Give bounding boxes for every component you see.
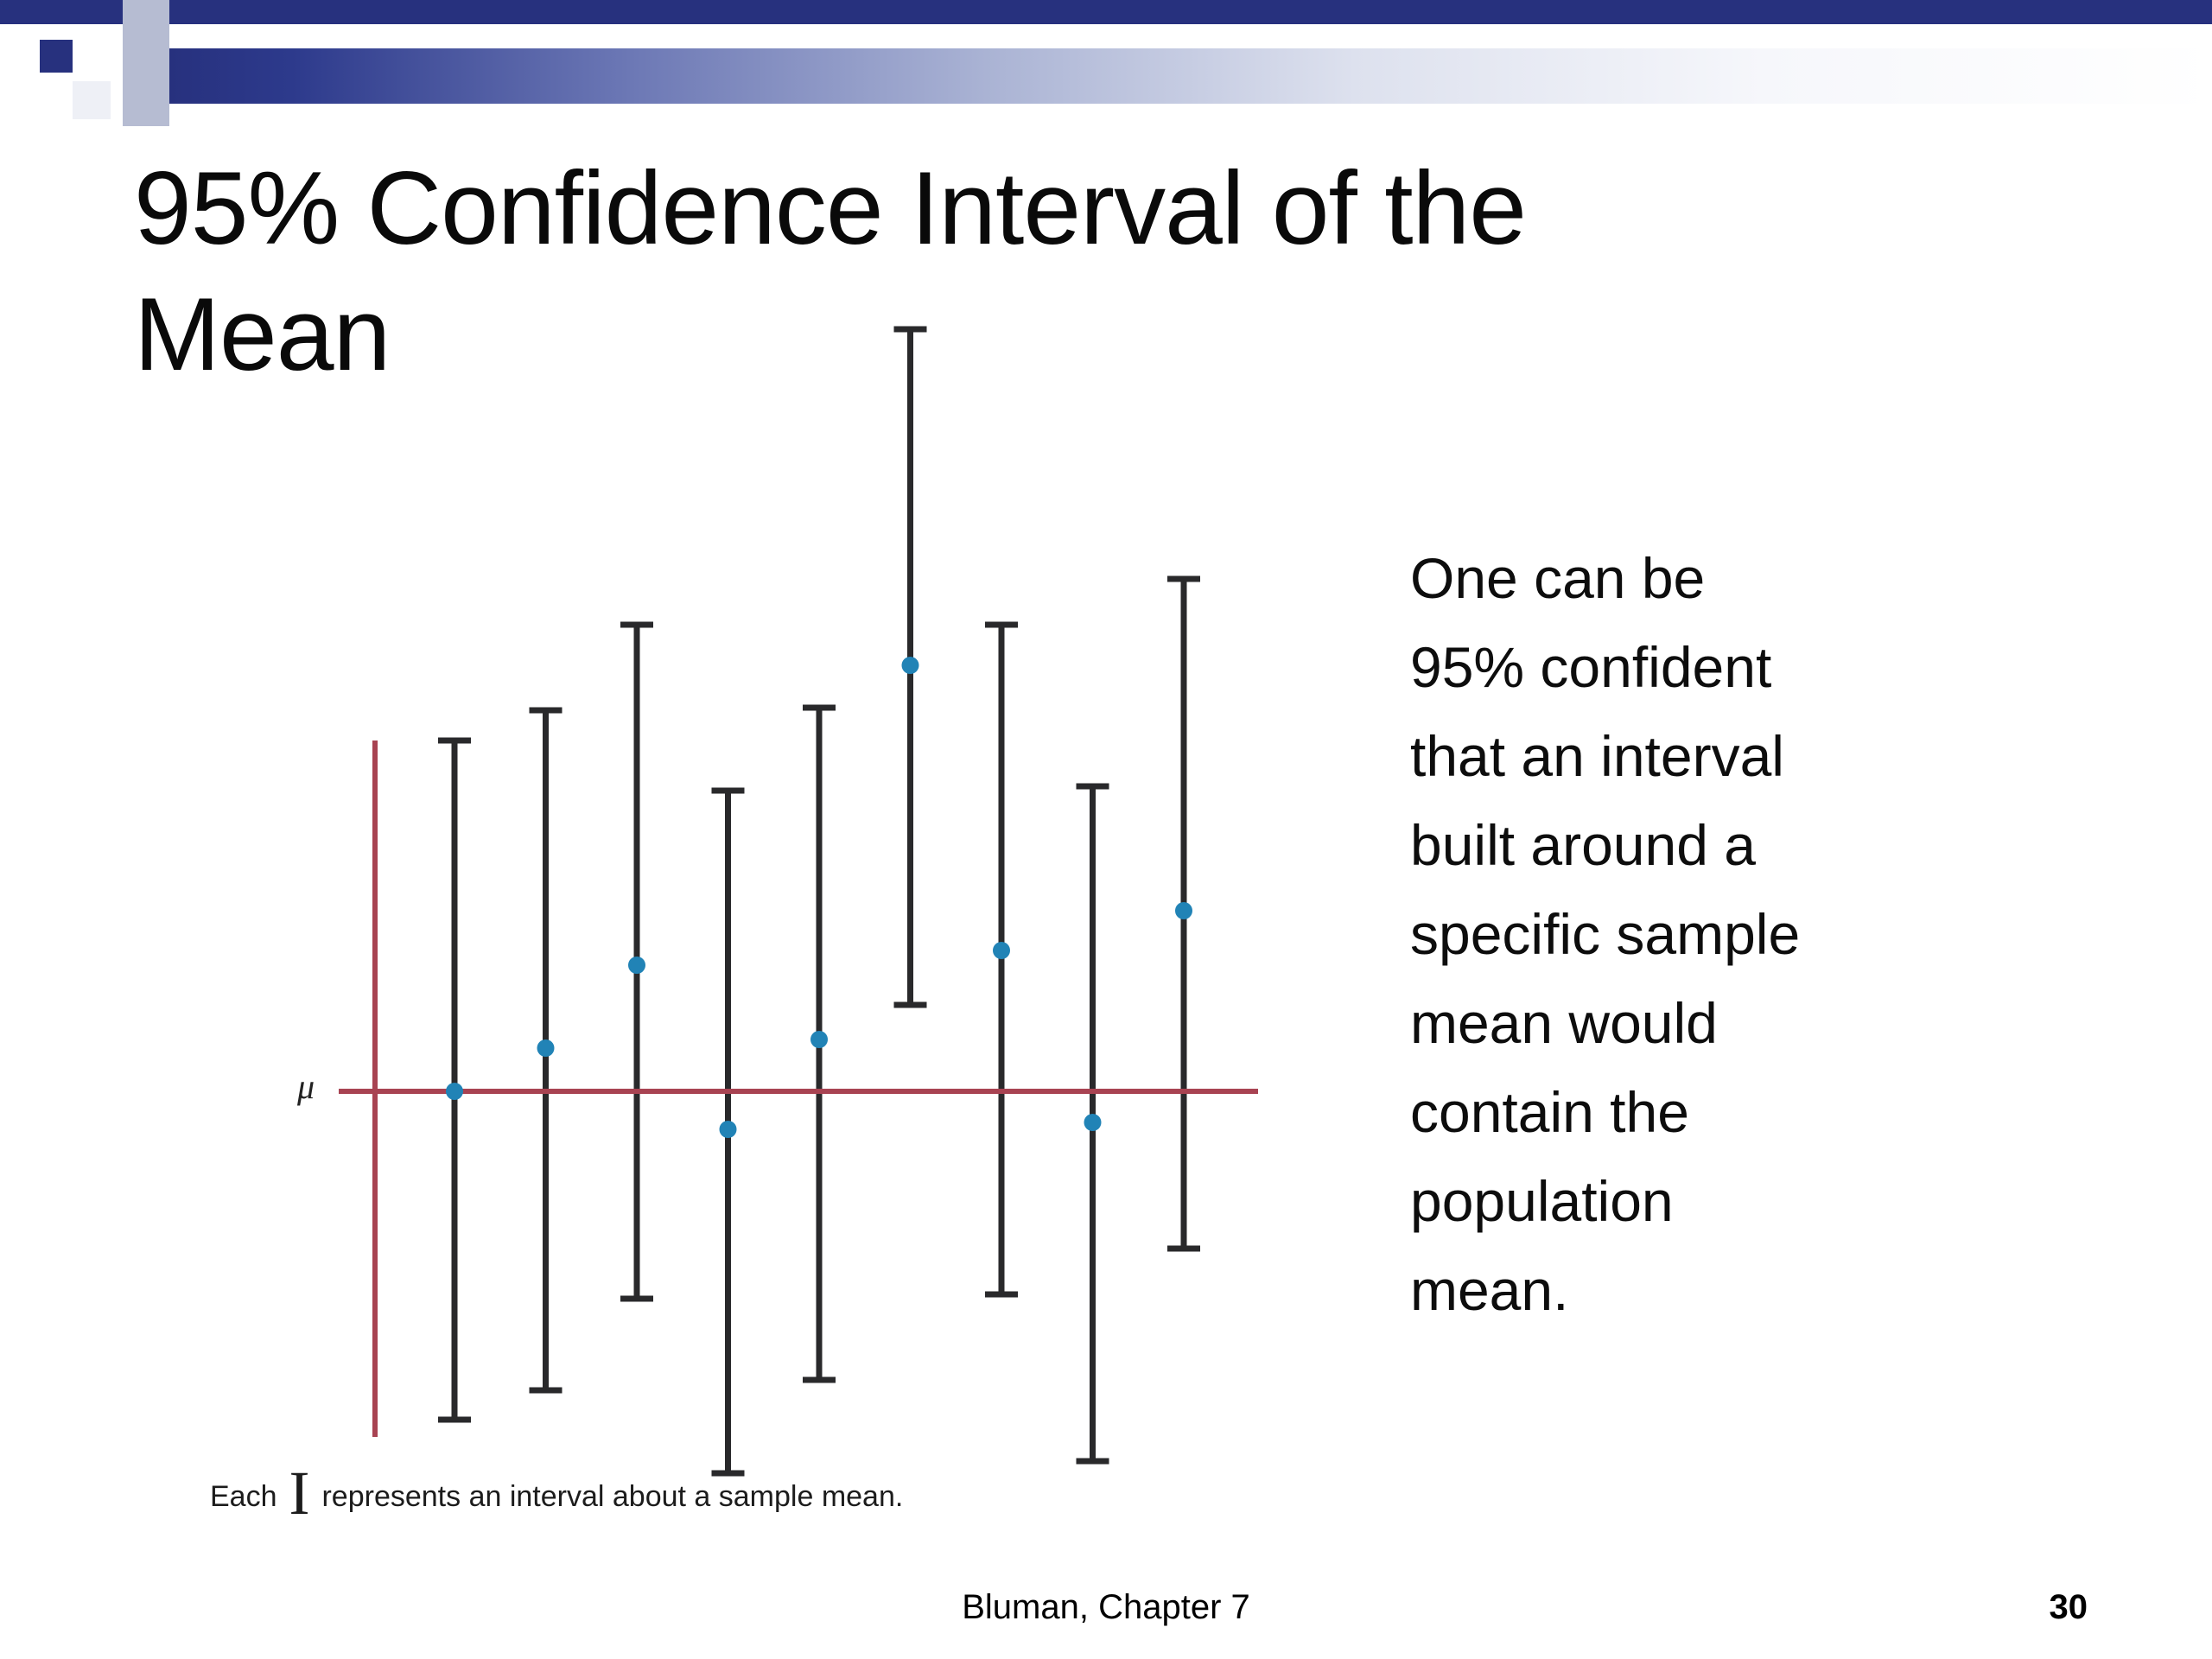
sample-mean-dot-4: [719, 1121, 737, 1138]
sample-mean-dot-3: [628, 957, 645, 974]
sample-mean-dot-9: [1175, 902, 1192, 919]
decor-square-navy: [40, 40, 73, 73]
footer-text: Bluman, Chapter 7: [962, 1588, 1250, 1626]
caption-suffix: represents an interval about a sample me…: [321, 1479, 904, 1513]
ci-chart: [276, 311, 1296, 1486]
body-paragraph: One can be 95% confident that an interva…: [1410, 546, 1801, 1322]
slide-title: 95% Confidence Interval of the Mean: [134, 150, 1527, 393]
caption-interval-symbol: I: [289, 1459, 310, 1528]
sample-mean-dot-2: [537, 1039, 555, 1057]
interval-1: [438, 737, 471, 1423]
interval-bars: [438, 326, 1200, 1477]
sample-mean-dot-5: [810, 1031, 828, 1048]
top-accent-bar: [0, 0, 2212, 24]
sample-mean-dot-1: [446, 1083, 463, 1100]
ci-chart-svg: [339, 326, 1258, 1477]
sample-mean-dot-6: [901, 657, 919, 674]
gradient-accent-bar: [169, 48, 2212, 104]
decor-square-gray: [123, 0, 169, 126]
sample-mean-dot-7: [993, 942, 1010, 959]
decor-square-light: [73, 81, 111, 119]
sample-mean-dot-8: [1084, 1114, 1102, 1131]
interval-7: [985, 621, 1018, 1298]
page-number: 30: [2049, 1588, 2088, 1626]
caption-prefix: Each: [210, 1479, 277, 1513]
chart-caption: Each I represents an interval about a sa…: [210, 1462, 904, 1524]
mu-label: μ: [297, 1067, 315, 1106]
